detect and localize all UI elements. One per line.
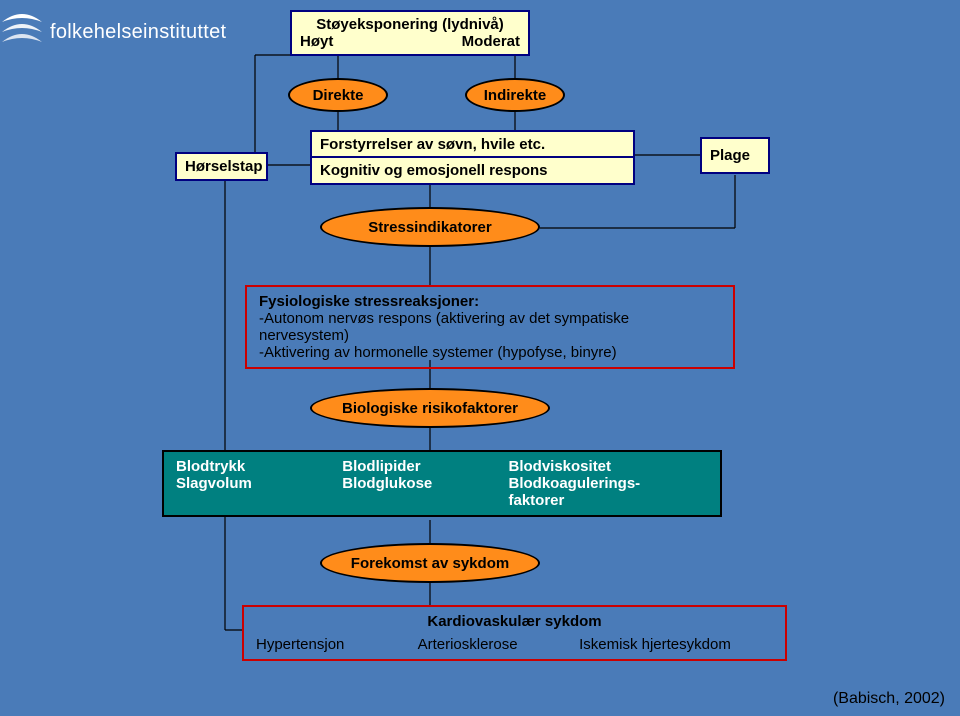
- citation: (Babisch, 2002): [833, 690, 945, 708]
- ellipse-direkte: Direkte: [288, 78, 388, 112]
- exposure-left: Høyt: [300, 33, 333, 50]
- horselstap-box: Hørselstap: [175, 152, 268, 181]
- ellipse-stressindikatorer: Stressindikatorer: [320, 207, 540, 247]
- forekomst-label: Forekomst av sykdom: [351, 555, 509, 572]
- fysiologiske-l1: -Autonom nervøs respons (aktivering av d…: [259, 310, 721, 344]
- blod-c1a: Blodtrykk: [176, 458, 342, 475]
- forstyrrelser-label: Forstyrrelser av søvn, hvile etc.: [320, 136, 545, 153]
- blod-c2a: Blodlipider: [342, 458, 508, 475]
- ellipse-indirekte: Indirekte: [465, 78, 565, 112]
- horselstap-label: Hørselstap: [185, 158, 263, 175]
- fysiologiske-box: Fysiologiske stressreaksjoner: -Autonom …: [245, 285, 735, 369]
- blod-c2b: Blodglukose: [342, 475, 508, 492]
- exposure-box: Støyeksponering (lydnivå) Høyt Moderat: [290, 10, 530, 56]
- kardio-c1: Hypertensjon: [256, 636, 418, 653]
- blod-c3c: faktorer: [509, 492, 709, 509]
- forstyrrelser-box: Forstyrrelser av søvn, hvile etc.: [310, 130, 635, 159]
- exposure-title: Støyeksponering (lydnivå): [300, 16, 520, 33]
- fysiologiske-l2: -Aktivering av hormonelle systemer (hypo…: [259, 344, 721, 361]
- fysiologiske-title: Fysiologiske stressreaksjoner:: [259, 293, 721, 310]
- blod-c3b: Blodkoagulerings-: [509, 475, 709, 492]
- logo-text: folkehelseinstituttet: [50, 21, 226, 44]
- kardio-box: Kardiovaskulær sykdom Hypertensjon Arter…: [242, 605, 787, 661]
- blod-c3a: Blodviskositet: [509, 458, 709, 475]
- blod-box: Blodtrykk Slagvolum Blodlipider Blodgluk…: [162, 450, 722, 517]
- direkte-label: Direkte: [313, 87, 364, 104]
- ellipse-forekomst: Forekomst av sykdom: [320, 543, 540, 583]
- kardio-title: Kardiovaskulær sykdom: [256, 613, 773, 630]
- kognitiv-label: Kognitiv og emosjonell respons: [320, 162, 548, 179]
- indirekte-label: Indirekte: [484, 87, 547, 104]
- biologiske-label: Biologiske risikofaktorer: [342, 400, 518, 417]
- logo: folkehelseinstituttet: [0, 10, 226, 54]
- plage-box: Plage: [700, 137, 770, 174]
- plage-label: Plage: [710, 147, 750, 164]
- fhi-icon: [0, 10, 44, 54]
- stressindikatorer-label: Stressindikatorer: [368, 219, 491, 236]
- ellipse-biologiske: Biologiske risikofaktorer: [310, 388, 550, 428]
- kardio-c3: Iskemisk hjertesykdom: [579, 636, 773, 653]
- kognitiv-box: Kognitiv og emosjonell respons: [310, 156, 635, 185]
- kardio-c2: Arteriosklerose: [418, 636, 580, 653]
- exposure-right: Moderat: [462, 33, 520, 50]
- blod-c1b: Slagvolum: [176, 475, 342, 492]
